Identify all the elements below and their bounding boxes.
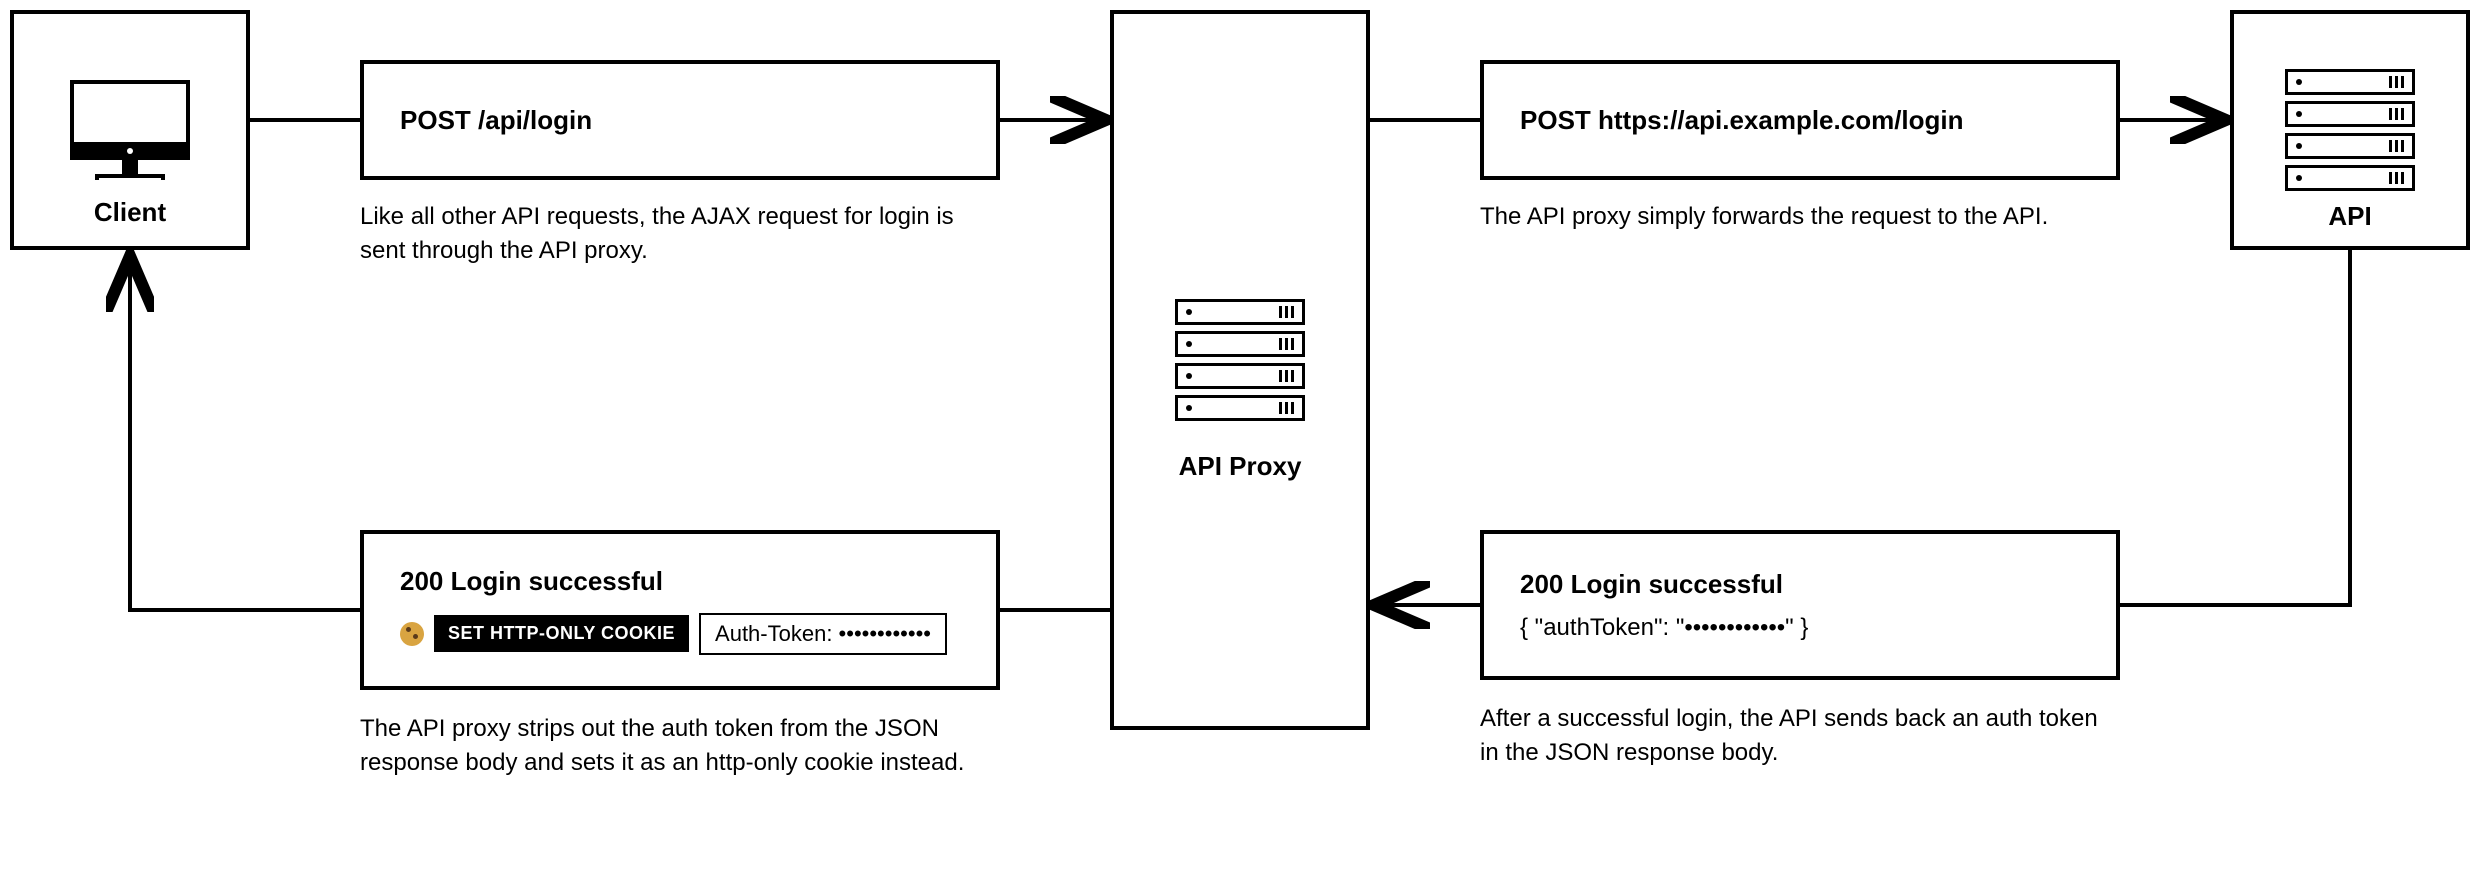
resp1-title: 200 Login successful xyxy=(400,566,960,597)
api-node: API xyxy=(2230,10,2470,250)
resp1-caption: The API proxy strips out the auth token … xyxy=(360,712,1000,779)
proxy-node: API Proxy xyxy=(1110,10,1370,730)
cookie-icon xyxy=(400,622,424,646)
server-rack-icon xyxy=(2285,69,2415,191)
proxy-label: API Proxy xyxy=(1114,451,1366,482)
client-label: Client xyxy=(14,197,246,228)
req2-box: POST https://api.example.com/login xyxy=(1480,60,2120,180)
resp2-box: 200 Login successful { "authToken": "•••… xyxy=(1480,530,2120,680)
req1-box: POST /api/login xyxy=(360,60,1000,180)
req2-title: POST https://api.example.com/login xyxy=(1520,105,2080,136)
api-label: API xyxy=(2234,201,2466,232)
server-rack-icon xyxy=(1175,299,1305,421)
req2-caption: The API proxy simply forwards the reques… xyxy=(1480,200,2120,234)
token-field: Auth-Token: •••••••••••• xyxy=(699,613,947,655)
resp2-title: 200 Login successful xyxy=(1520,569,2080,600)
resp2-caption: After a successful login, the API sends … xyxy=(1480,702,2120,769)
client-node: Client xyxy=(10,10,250,250)
monitor-icon xyxy=(70,80,190,180)
cookie-badge: SET HTTP-ONLY COOKIE xyxy=(434,615,689,652)
req1-caption: Like all other API requests, the AJAX re… xyxy=(360,200,1000,267)
resp1-box: 200 Login successful SET HTTP-ONLY COOKI… xyxy=(360,530,1000,690)
req1-title: POST /api/login xyxy=(400,105,960,136)
resp2-body: { "authToken": "••••••••••••" } xyxy=(1520,614,2080,642)
